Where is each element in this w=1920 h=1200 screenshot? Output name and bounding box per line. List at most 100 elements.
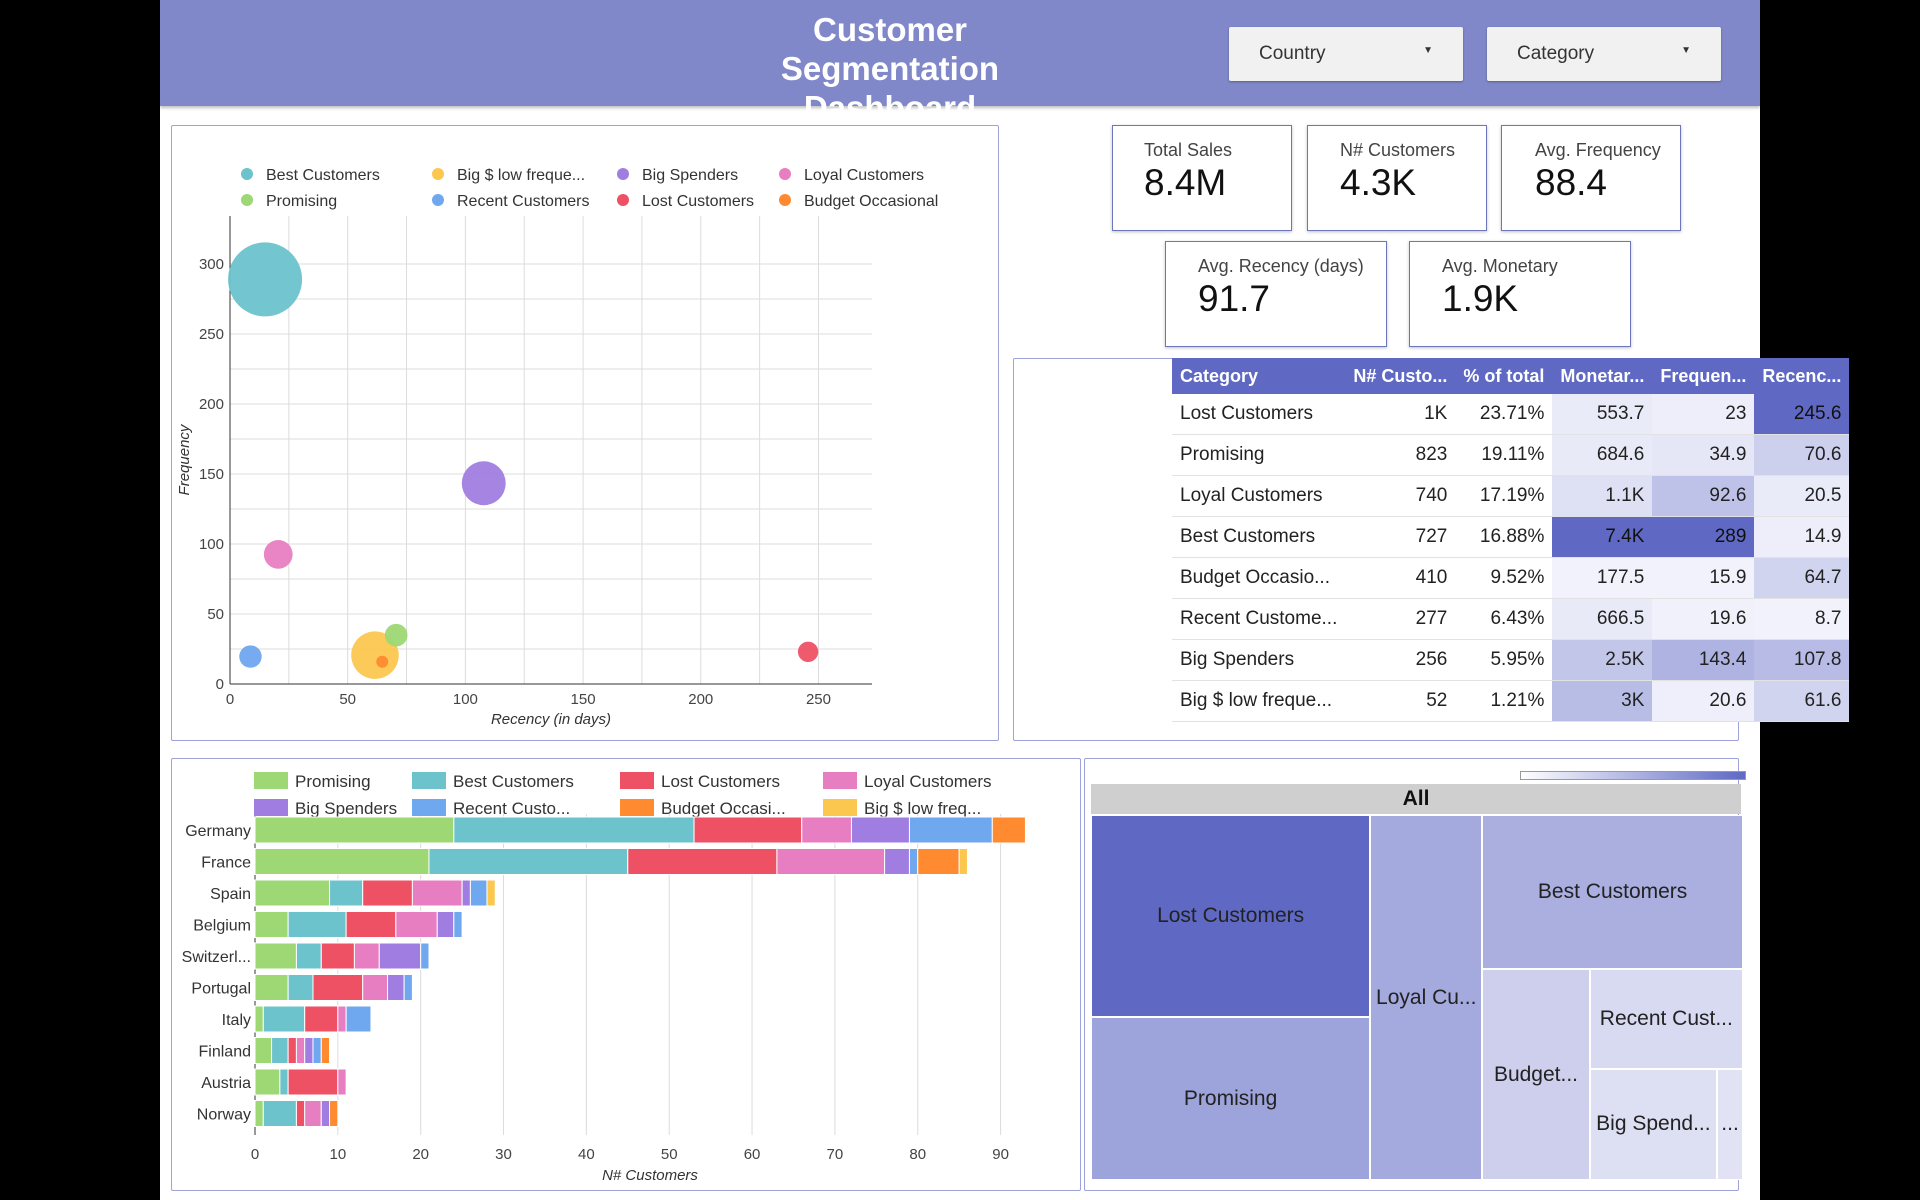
bubble-loyal-customers[interactable] xyxy=(263,539,293,569)
legend-label[interactable]: Promising xyxy=(295,772,371,791)
bar-segment-lost-customers[interactable] xyxy=(304,1005,339,1033)
bar-segment-best-customers[interactable] xyxy=(287,974,314,1001)
column-header-pct[interactable]: % of total xyxy=(1455,358,1553,394)
bar-segment-best-customers[interactable] xyxy=(271,1037,289,1064)
bar-segment-recent-customers[interactable] xyxy=(312,1037,322,1064)
country-filter-dropdown[interactable]: Country ▼ xyxy=(1229,27,1463,81)
bar-segment-promising[interactable] xyxy=(254,848,430,875)
bar-segment-promising[interactable] xyxy=(254,974,289,1001)
bar-segment-recent-customers[interactable] xyxy=(403,974,413,1001)
treemap-cell-other[interactable]: ... xyxy=(1717,1068,1743,1180)
bar-segment-big-spenders[interactable] xyxy=(884,848,910,875)
bar-segment-loyal-customers[interactable] xyxy=(353,942,380,970)
legend-label[interactable]: Best Customers xyxy=(453,772,574,791)
table-row[interactable]: Budget Occasio... 410 9.52% 177.5 15.9 64.7 xyxy=(1172,557,1850,599)
column-header-frequency[interactable]: Frequen... xyxy=(1652,358,1755,394)
table-row[interactable]: Big Spenders 256 5.95% 2.5K 143.4 107.8 xyxy=(1172,639,1850,681)
bar-segment-best-customers[interactable] xyxy=(262,1100,297,1127)
legend-label[interactable]: Budget Occasi... xyxy=(661,799,786,818)
bar-segment-lost-customers[interactable] xyxy=(287,1068,339,1096)
bar-segment-promising[interactable] xyxy=(254,1068,281,1096)
bubble-big-spenders[interactable] xyxy=(461,461,506,506)
bar-segment-lost-customers[interactable] xyxy=(693,816,803,844)
legend-label[interactable]: Lost Customers xyxy=(661,772,780,791)
bar-segment-best-customers[interactable] xyxy=(279,1068,289,1096)
bar-segment-loyal-customers[interactable] xyxy=(362,974,389,1001)
bar-segment-big-spenders[interactable] xyxy=(304,1037,314,1064)
bar-segment-best-customers[interactable] xyxy=(262,1005,306,1033)
bubble-lost-customers[interactable] xyxy=(797,641,819,662)
treemap-cell-loyal-cu[interactable]: Loyal Cu... xyxy=(1370,815,1483,1180)
bar-segment-loyal-customers[interactable] xyxy=(337,1068,347,1096)
legend-label[interactable]: Budget Occasional xyxy=(804,193,938,210)
bar-segment-lost-customers[interactable] xyxy=(627,848,778,875)
treemap-root-bar[interactable]: All xyxy=(1091,784,1741,814)
legend-label[interactable]: Loyal Customers xyxy=(864,772,992,791)
bar-segment-budget-occasional[interactable] xyxy=(917,848,960,875)
bar-segment-recent-customers[interactable] xyxy=(469,879,488,907)
bar-segment-big-spenders[interactable] xyxy=(850,816,910,844)
bar-segment-recent-customers[interactable] xyxy=(908,816,993,844)
bar-segment-promising[interactable] xyxy=(254,1005,264,1033)
treemap-cell-promising[interactable]: Promising xyxy=(1091,1017,1371,1180)
bar-segment-promising[interactable] xyxy=(254,1100,264,1127)
bar-segment-budget-occasional[interactable] xyxy=(320,1037,331,1064)
legend-label[interactable]: Recent Custo... xyxy=(453,799,570,818)
bar-segment-promising[interactable] xyxy=(254,911,289,938)
treemap-cell-big-spend[interactable]: Big Spend... xyxy=(1589,1068,1718,1180)
bar-segment-loyal-customers[interactable] xyxy=(776,848,886,875)
bar-segment-big-spenders[interactable] xyxy=(320,1100,331,1127)
bar-segment-big-spenders[interactable] xyxy=(387,974,405,1001)
scatter-chart[interactable]: 0 50 100 150 200 250 0 50 100 150 200 250 300 Recency… xyxy=(172,126,998,740)
legend-label[interactable]: Big Spenders xyxy=(295,799,397,818)
bar-segment-loyal-customers[interactable] xyxy=(295,1037,306,1064)
table-row[interactable]: Recent Custome... 277 6.43% 666.5 19.6 8.7 xyxy=(1172,598,1850,640)
bar-segment-big-spenders[interactable] xyxy=(436,911,455,938)
bar-segment-loyal-customers[interactable] xyxy=(411,879,463,907)
bar-segment-best-customers[interactable] xyxy=(287,911,347,938)
bar-segment-loyal-customers[interactable] xyxy=(395,911,438,938)
bar-segment-big-spenders[interactable] xyxy=(378,942,422,970)
table-row[interactable]: Best Customers 727 16.88% 7.4K 289 14.9 xyxy=(1172,516,1850,558)
table-row[interactable]: Loyal Customers 740 17.19% 1.1K 92.6 20.5 xyxy=(1172,475,1850,517)
bar-segment-promising[interactable] xyxy=(254,879,331,907)
category-filter-dropdown[interactable]: Category ▼ xyxy=(1487,27,1721,81)
bubble-big-low-frequency[interactable] xyxy=(351,631,399,679)
bar-segment-best-customers[interactable] xyxy=(428,848,629,875)
bar-segment-lost-customers[interactable] xyxy=(295,1100,306,1127)
treemap-cell-best-customers[interactable]: Best Customers xyxy=(1482,815,1743,970)
legend-label[interactable]: Recent Customers xyxy=(457,193,590,210)
legend-label[interactable]: Best Customers xyxy=(266,167,380,184)
legend-label[interactable]: Lost Customers xyxy=(642,193,754,210)
country-bar-chart[interactable]: 0 10 20 30 40 50 60 70 80 90 N# Customers Promising… xyxy=(172,759,1080,1190)
legend-label[interactable]: Loyal Customers xyxy=(804,167,924,184)
bar-segment-recent-customers[interactable] xyxy=(908,848,919,875)
treemap-cell-lost-customers[interactable]: Lost Customers xyxy=(1091,815,1371,1018)
column-header-monetary[interactable]: Monetar... xyxy=(1552,358,1653,394)
bar-segment-promising[interactable] xyxy=(254,942,297,970)
bar-segment-budget-occasional[interactable] xyxy=(991,816,1026,844)
column-header-category[interactable]: Category xyxy=(1172,358,1346,394)
bar-segment-lost-customers[interactable] xyxy=(312,974,364,1001)
bar-segment-big-spenders[interactable] xyxy=(461,879,471,907)
bar-segment-budget-occasional[interactable] xyxy=(329,1100,339,1127)
bar-segment-best-customers[interactable] xyxy=(453,816,695,844)
bar-segment-big-low-frequency[interactable] xyxy=(958,848,968,875)
legend-label[interactable]: Big $ low freq... xyxy=(864,799,981,818)
table-row[interactable]: Big $ low freque... 52 1.21% 3K 20.6 61.6 xyxy=(1172,680,1850,722)
bar-segment-loyal-customers[interactable] xyxy=(801,816,852,844)
bubble-promising[interactable] xyxy=(384,623,408,647)
treemap-cell-recent-cust[interactable]: Recent Cust... xyxy=(1589,969,1743,1069)
bar-segment-recent-customers[interactable] xyxy=(345,1005,372,1033)
bar-segment-loyal-customers[interactable] xyxy=(304,1100,322,1127)
bar-segment-recent-customers[interactable] xyxy=(420,942,430,970)
bubble-recent-customers[interactable] xyxy=(239,645,262,668)
legend-label[interactable]: Promising xyxy=(266,193,337,210)
bar-segment-promising[interactable] xyxy=(254,816,455,844)
bar-segment-loyal-customers[interactable] xyxy=(337,1005,347,1033)
bar-segment-recent-customers[interactable] xyxy=(453,911,463,938)
bubble-best-customers[interactable] xyxy=(228,242,303,317)
bar-segment-promising[interactable] xyxy=(254,1037,273,1064)
column-header-recency[interactable]: Recenc... xyxy=(1754,358,1850,394)
bar-segment-lost-customers[interactable] xyxy=(320,942,355,970)
